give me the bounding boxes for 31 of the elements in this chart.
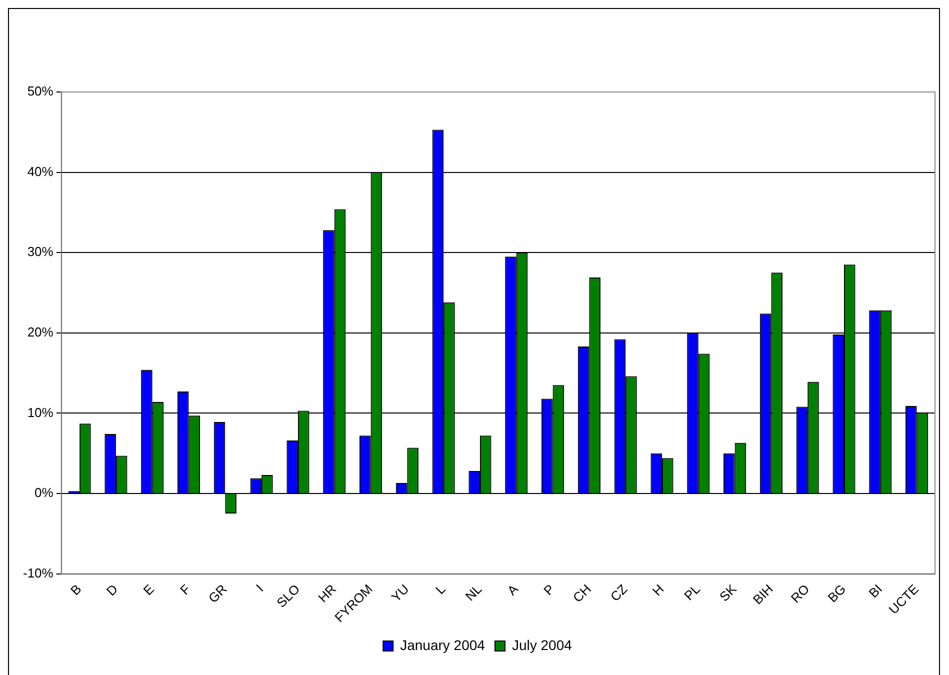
x-tick-label: H bbox=[649, 581, 667, 599]
x-tick-label: I bbox=[253, 581, 266, 595]
x-tick-label: CH bbox=[570, 581, 594, 606]
x-tick-label: SK bbox=[716, 581, 740, 604]
x-tick-label: BI bbox=[866, 581, 886, 601]
x-tick-label: L bbox=[432, 581, 448, 598]
y-tick-label: -10% bbox=[22, 565, 54, 580]
x-tick-label: E bbox=[140, 581, 158, 598]
x-tick-label: BIH bbox=[750, 581, 776, 608]
legend-label: January 2004 bbox=[400, 636, 486, 653]
y-tick-label: 40% bbox=[27, 164, 54, 179]
x-tick-label: CZ bbox=[607, 581, 630, 604]
x-tick-label: RO bbox=[788, 581, 812, 606]
x-tick-label: BG bbox=[824, 581, 849, 606]
y-tick-label: 10% bbox=[27, 404, 54, 420]
x-tick-label: SLO bbox=[274, 581, 303, 610]
x-tick-label: HR bbox=[315, 581, 340, 606]
x-tick-label: F bbox=[177, 581, 194, 598]
x-tick-label: D bbox=[103, 581, 121, 599]
x-tick-label: NL bbox=[462, 581, 485, 604]
y-tick-label: 0% bbox=[34, 485, 54, 500]
y-tick-label: 30% bbox=[27, 244, 54, 260]
x-tick-label: B bbox=[67, 581, 84, 598]
x-tick-label: YU bbox=[388, 581, 412, 605]
y-tick-label: 20% bbox=[27, 324, 54, 340]
y-tick-label: 50% bbox=[27, 84, 54, 99]
x-tick-label: GR bbox=[205, 581, 230, 606]
x-tick-label: PL bbox=[681, 581, 704, 604]
x-tick-label: P bbox=[540, 581, 558, 598]
x-tick-label: A bbox=[504, 581, 522, 598]
legend-label: July 2004 bbox=[512, 636, 572, 653]
